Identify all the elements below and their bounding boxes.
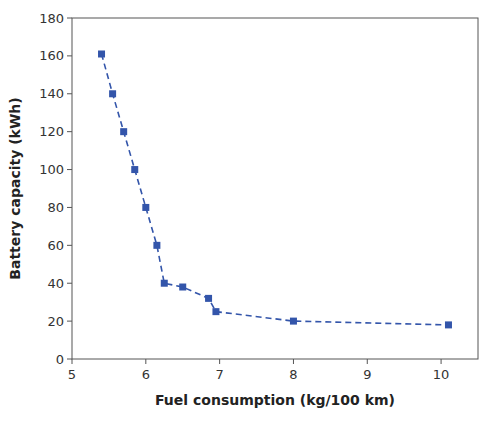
y-tick (67, 359, 72, 360)
y-tick-label: 160 (39, 48, 64, 63)
x-tick (219, 359, 220, 364)
x-tick-label: 6 (142, 367, 150, 382)
chart: 5678910020406080100120140160180Fuel cons… (0, 0, 500, 421)
marker (205, 295, 212, 302)
y-tick-label: 60 (47, 238, 64, 253)
series (98, 50, 452, 328)
x-tick-label: 10 (433, 367, 450, 382)
marker (131, 166, 138, 173)
x-tick (72, 359, 73, 364)
marker (142, 204, 149, 211)
marker (153, 242, 160, 249)
y-tick-label: 0 (56, 352, 64, 367)
y-tick-label: 20 (47, 314, 64, 329)
y-axis-label: Battery capacity (kWh) (7, 97, 23, 279)
y-tick-label: 180 (39, 11, 64, 26)
y-tick (67, 169, 72, 170)
y-tick (67, 55, 72, 56)
marker (290, 318, 297, 325)
marker (98, 50, 105, 57)
axes: 5678910020406080100120140160180 (39, 11, 449, 383)
y-tick-label: 80 (47, 200, 64, 215)
x-tick-label: 5 (68, 367, 76, 382)
x-tick (293, 359, 294, 364)
y-tick-label: 100 (39, 162, 64, 177)
marker (120, 128, 127, 135)
marker (445, 321, 452, 328)
chart-container: 5678910020406080100120140160180Fuel cons… (0, 0, 500, 421)
x-tick (441, 359, 442, 364)
marker (212, 308, 219, 315)
y-tick (67, 93, 72, 94)
y-tick (67, 18, 72, 19)
marker (109, 90, 116, 97)
x-tick-label: 8 (289, 367, 297, 382)
y-tick (67, 131, 72, 132)
x-tick-label: 9 (363, 367, 371, 382)
x-axis-label: Fuel consumption (kg/100 km) (155, 392, 395, 408)
marker (179, 284, 186, 291)
y-tick-label: 120 (39, 124, 64, 139)
x-tick (145, 359, 146, 364)
x-tick-label: 7 (215, 367, 223, 382)
line (102, 54, 449, 325)
y-tick-label: 40 (47, 276, 64, 291)
y-tick-label: 140 (39, 86, 64, 101)
marker (161, 280, 168, 287)
y-tick (67, 283, 72, 284)
y-tick (67, 207, 72, 208)
plot-frame (72, 18, 478, 359)
y-tick (67, 245, 72, 246)
x-tick (367, 359, 368, 364)
y-tick (67, 321, 72, 322)
